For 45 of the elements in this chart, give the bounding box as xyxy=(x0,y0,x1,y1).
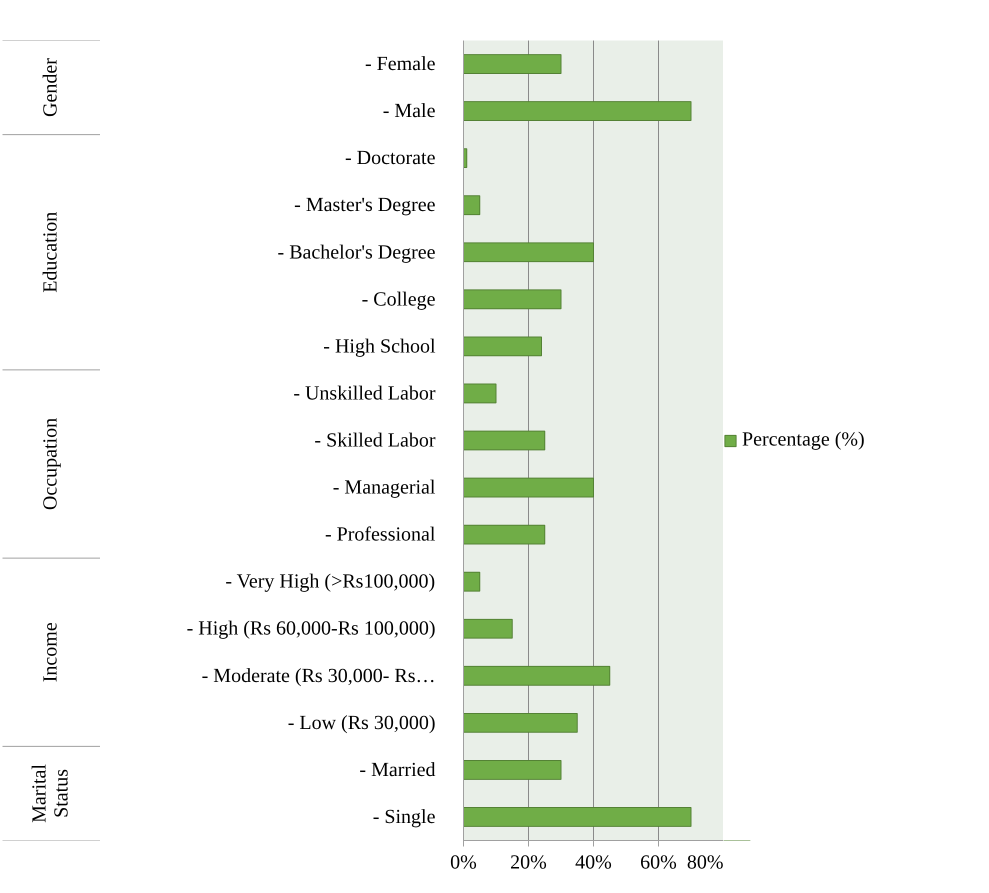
bar xyxy=(464,195,480,216)
bar xyxy=(464,242,594,262)
y-tick-label: - Low (Rs 30,000) xyxy=(288,712,436,734)
y-tick-label: - College xyxy=(362,288,436,310)
bar xyxy=(464,478,594,498)
bar xyxy=(464,572,480,592)
x-tick-label: 20% xyxy=(510,852,547,874)
y-tick-label: - Unskilled Labor xyxy=(293,382,436,404)
text: Occupation xyxy=(40,418,62,510)
y-tick-label: - Female xyxy=(364,53,436,76)
bar xyxy=(464,384,496,404)
y-tick-label: - Managerial xyxy=(332,476,436,499)
bar xyxy=(464,336,542,356)
text: Education xyxy=(40,212,62,293)
bar xyxy=(464,430,546,450)
y-tick-label: - Single xyxy=(372,806,436,828)
text: Income xyxy=(40,622,62,682)
y-tick-label: - Professional xyxy=(324,524,436,546)
y-tick-label: - Skilled Labor xyxy=(314,430,436,452)
bar xyxy=(464,712,578,733)
y-tick-label: - Doctorate xyxy=(344,147,436,170)
x-tick-label: 80% xyxy=(686,852,724,874)
bar xyxy=(464,148,468,168)
y-tick-label: - Very High (>Rs100,000) xyxy=(225,570,436,593)
y-tick-label: - Master's Degree xyxy=(294,194,436,216)
bar xyxy=(464,807,692,827)
y-tick-label: - High School xyxy=(323,335,436,358)
y-tick-label: - Male xyxy=(382,100,436,122)
bar xyxy=(464,524,546,545)
text: Gender xyxy=(40,58,62,117)
text: Marital Status xyxy=(28,764,72,823)
bar xyxy=(464,618,513,639)
bar xyxy=(464,760,562,780)
x-tick-label: 40% xyxy=(575,852,612,874)
bar xyxy=(464,289,562,310)
bar xyxy=(464,666,610,686)
y-tick-label: - Bachelor's Degree xyxy=(278,241,436,264)
bar xyxy=(464,54,562,74)
bar xyxy=(464,101,692,121)
y-tick-label: - Married xyxy=(359,758,436,781)
legend-label: Percentage (%) xyxy=(742,428,865,452)
x-tick-label: 60% xyxy=(640,852,677,874)
x-tick-label: 0% xyxy=(450,852,477,874)
y-tick-label: - Moderate (Rs 30,000- Rs… xyxy=(202,664,436,687)
y-tick-label: - High (Rs 60,000-Rs 100,000) xyxy=(186,618,436,640)
